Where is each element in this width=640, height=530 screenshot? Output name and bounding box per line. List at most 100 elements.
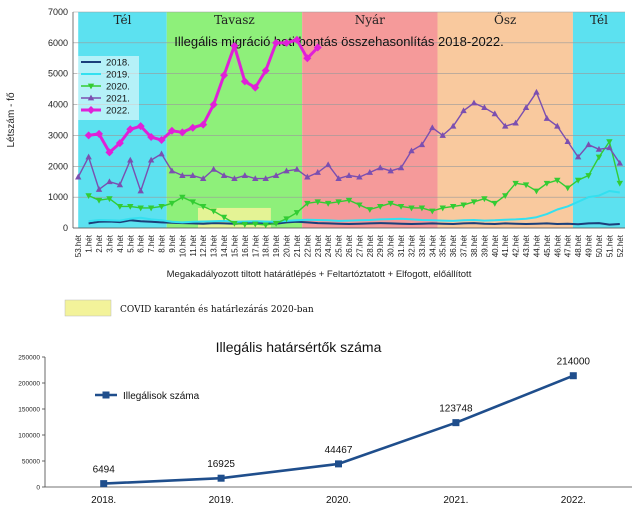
y-tick-label: 50000 <box>22 459 40 466</box>
data-point <box>85 153 92 160</box>
data-point <box>199 120 208 129</box>
data-point <box>439 132 446 138</box>
data-point <box>106 178 113 185</box>
data-point <box>585 173 592 179</box>
data-point <box>127 204 134 210</box>
x-tick-label: 2018. <box>91 495 116 506</box>
data-point <box>564 138 571 144</box>
data-point <box>147 132 156 141</box>
x-tick-label: 14.hét <box>220 234 229 257</box>
x-tick-label: 41.hét <box>501 234 510 257</box>
data-point <box>262 222 269 229</box>
x-tick-label: 13.hét <box>210 234 219 257</box>
data-point <box>189 199 196 206</box>
x-tick-label: 19.hét <box>272 234 281 257</box>
y-tick-label: 150000 <box>18 407 40 414</box>
data-point <box>522 104 530 111</box>
data-point <box>95 186 103 192</box>
legend: Illegálisok száma <box>95 391 200 402</box>
data-point <box>126 125 135 134</box>
data-point <box>210 165 217 172</box>
data-point <box>199 204 207 210</box>
x-tick-label: 45.hét <box>543 234 552 257</box>
x-tick-label: 4.hét <box>116 234 125 253</box>
x-tick-label: 12.hét <box>199 234 208 257</box>
data-point <box>449 204 457 210</box>
data-point <box>366 207 374 213</box>
data-point <box>158 204 165 210</box>
x-tick-label: 5.hét <box>126 234 135 253</box>
data-point <box>178 128 187 137</box>
covid-legend-swatch <box>64 299 112 317</box>
data-point <box>209 100 218 109</box>
data-point <box>491 200 499 207</box>
data-point <box>335 175 342 182</box>
data-point <box>470 99 478 106</box>
data-point <box>167 126 176 135</box>
data-point <box>252 221 259 228</box>
data-point <box>116 204 124 210</box>
data-point <box>87 83 95 90</box>
data-point <box>127 156 134 163</box>
x-tick-label: 20.hét <box>283 234 292 257</box>
x-tick-label: 49.hét <box>585 234 594 257</box>
series-2022 <box>84 35 322 157</box>
x-tick-label: 28.hét <box>366 234 375 257</box>
data-point <box>157 136 166 145</box>
x-tick-label: 32.hét <box>407 234 416 257</box>
data-point <box>387 200 394 207</box>
data-point <box>345 172 353 178</box>
data-point <box>616 180 623 187</box>
season-label: Tél <box>590 13 608 27</box>
x-tick-label: 10.hét <box>178 234 187 257</box>
x-tick-label: 2.hét <box>95 234 104 253</box>
chart-title: Illegális határsértők száma <box>216 339 382 355</box>
data-point <box>272 220 280 227</box>
x-tick-label: 47.hét <box>564 234 573 257</box>
data-point <box>179 194 186 201</box>
data-point <box>429 124 436 131</box>
data-point <box>147 205 155 212</box>
data-point <box>574 153 582 160</box>
data-point <box>137 205 144 212</box>
data-point <box>293 165 301 172</box>
season-label: Tavasz <box>214 13 255 27</box>
data-point <box>147 156 155 163</box>
data-point <box>595 154 603 161</box>
data-point <box>137 187 144 194</box>
data-point <box>481 104 488 111</box>
data-point <box>387 167 394 174</box>
data-point <box>168 200 176 207</box>
data-point <box>210 208 217 215</box>
data-point <box>75 173 82 180</box>
series-2021 <box>75 88 623 194</box>
data-point <box>283 167 290 174</box>
x-tick-label: 16.hét <box>241 234 250 257</box>
x-tick-label: 38.hét <box>470 234 479 257</box>
data-point <box>241 172 249 178</box>
data-point <box>199 175 207 182</box>
x-tick-label: 18.hét <box>262 234 271 257</box>
x-tick-label: 39.hét <box>480 234 489 257</box>
data-point <box>105 148 114 157</box>
data-label: 44467 <box>325 445 353 456</box>
data-point <box>241 221 249 228</box>
data-point <box>261 66 270 75</box>
x-axis-label: Megakadályozott tiltott határátlépés + F… <box>167 269 472 280</box>
data-point <box>231 175 238 182</box>
data-point <box>574 177 582 184</box>
y-tick-label: 200000 <box>18 381 40 388</box>
x-tick-label: 2021. <box>443 495 468 506</box>
x-tick-label: 30.hét <box>387 234 396 257</box>
data-point <box>314 199 321 206</box>
data-point <box>429 208 436 215</box>
data-point <box>449 122 457 129</box>
x-tick-label: 36.hét <box>449 234 458 257</box>
data-point <box>585 141 592 148</box>
data-point <box>87 94 95 101</box>
data-point <box>272 38 281 47</box>
data-point <box>470 199 478 206</box>
data-point <box>512 180 519 187</box>
data-point <box>418 205 426 212</box>
